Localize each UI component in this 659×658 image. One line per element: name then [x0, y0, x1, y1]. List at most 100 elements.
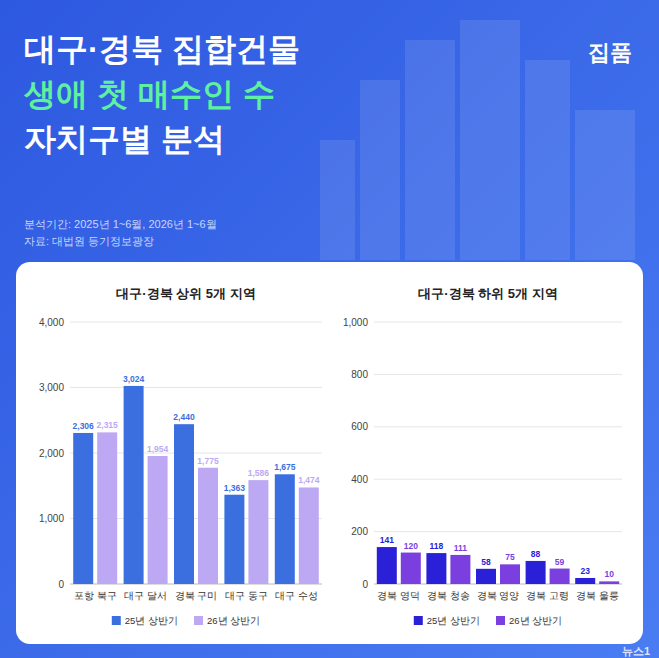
building — [320, 140, 355, 260]
bar — [275, 474, 295, 584]
data-label: 1,474 — [298, 475, 320, 485]
grid-line — [374, 322, 622, 323]
grid-line — [374, 426, 622, 427]
bar — [599, 581, 619, 584]
bar — [526, 561, 546, 584]
grid-line — [70, 387, 322, 388]
data-label: 2,315 — [97, 420, 119, 430]
category-label: 대구 달서 — [124, 590, 167, 601]
card — [16, 262, 643, 644]
tick-label: 1,000 — [343, 317, 368, 328]
legend: 25년 상반기 26년 상반기 — [112, 615, 260, 626]
chart-title: 대구·경북 하위 5개 지역 — [418, 286, 557, 301]
legend-swatch — [194, 616, 203, 625]
bar — [299, 487, 319, 584]
legend-label: 26년 상반기 — [207, 615, 260, 626]
category-label: 경북 영덕 — [377, 590, 420, 601]
tick-label: 1,000 — [39, 513, 64, 524]
data-label: 23 — [580, 566, 590, 576]
tick-label: 2,000 — [39, 448, 64, 459]
tick-label: 0 — [58, 579, 64, 590]
chart: 대구·경북 하위 5개 지역 0 200 400 600 800 1,000 141 118 58… — [343, 286, 622, 626]
data-label: 75 — [505, 552, 515, 562]
tick-label: 3,000 — [39, 382, 64, 393]
background — [0, 0, 659, 658]
data-label: 88 — [531, 549, 541, 559]
data-label: 120 — [404, 541, 418, 551]
data-label: 2,440 — [173, 412, 195, 422]
legend-swatch — [496, 616, 505, 625]
watermark: 뉴스1 — [622, 645, 650, 657]
tick-label: 0 — [362, 579, 368, 590]
tick-label: 600 — [351, 421, 368, 432]
tick-label: 400 — [351, 474, 368, 485]
data-label: 58 — [481, 557, 491, 567]
tick-label: 200 — [351, 526, 368, 537]
data-label: 141 — [380, 535, 394, 545]
title-line: 자치구별 분석 — [24, 121, 225, 157]
legend-label: 25년 상반기 — [427, 615, 480, 626]
legend-swatch — [414, 616, 423, 625]
grid-line — [374, 531, 622, 532]
bars — [377, 547, 619, 584]
bar — [450, 555, 470, 584]
data-label: 1,954 — [147, 444, 169, 454]
building — [360, 80, 400, 260]
legend: 25년 상반기26년 상반기 — [414, 615, 562, 626]
grid-line — [70, 322, 322, 323]
data-labels: 141 118 58 88 23 120 111 75 59 10 — [380, 535, 614, 579]
grid-line — [374, 374, 622, 375]
page: 대구·경북 집합건물생애 첫 매수인 수자치구별 분석집품분석기간: 2025년… — [0, 0, 659, 658]
category-label: 경북 고령 — [526, 590, 569, 601]
period: 분석기간: 2025년 1~6월, 2026년 1~6월 — [24, 218, 217, 230]
category-label: 대구 동구 — [225, 590, 268, 601]
building — [460, 20, 520, 260]
brand: 집품 — [588, 40, 632, 65]
bar — [73, 433, 93, 584]
bar — [550, 569, 570, 584]
data-label: 1,775 — [197, 456, 219, 466]
tick-label: 4,000 — [39, 317, 64, 328]
category-label: 포항 북구 — [74, 590, 117, 601]
bar — [148, 456, 168, 584]
category-label: 대구 수성 — [275, 590, 318, 601]
bar — [500, 564, 520, 584]
data-label: 1,363 — [224, 483, 246, 493]
bar — [575, 578, 595, 584]
bar — [248, 480, 268, 584]
building — [525, 60, 570, 260]
bars — [73, 386, 319, 584]
bar — [377, 547, 397, 584]
building — [575, 110, 635, 260]
data-label: 3,024 — [123, 374, 145, 384]
data-label: 118 — [430, 541, 444, 551]
category-label: 경북 울릉 — [576, 590, 619, 601]
data-label: 2,306 — [73, 421, 95, 431]
grid-line — [374, 479, 622, 480]
bar — [97, 432, 117, 584]
tick-label: 800 — [351, 369, 368, 380]
data-label: 111 — [454, 543, 468, 553]
legend-swatch — [112, 616, 121, 625]
bar — [174, 424, 194, 584]
title-line: 생애 첫 매수인 수 — [23, 76, 275, 112]
data-label: 1,675 — [274, 462, 296, 472]
data-label: 1,586 — [248, 468, 270, 478]
bar — [401, 553, 421, 584]
chart: 대구·경북 상위 5개 지역 0 1,000 2,000 3,000 4,000 2,306… — [39, 286, 322, 626]
source: 자료: 대법원 등기정보광장 — [24, 235, 154, 247]
category-label: 경북 영양 — [477, 590, 520, 601]
bar — [224, 495, 244, 584]
bar — [476, 569, 496, 584]
category-label: 경북 구미 — [175, 590, 218, 601]
bar — [124, 386, 144, 584]
bar — [198, 468, 218, 584]
data-label: 10 — [604, 569, 614, 579]
chart-title: 대구·경북 상위 5개 지역 — [116, 286, 255, 301]
bar — [426, 553, 446, 584]
category-label: 경북 청송 — [427, 590, 470, 601]
data-labels: 2,306 3,024 2,440 1,363 1,675 2,315 1,954 1,775… — [73, 374, 320, 493]
legend-label: 25년 상반기 — [125, 615, 178, 626]
building — [405, 40, 455, 260]
data-label: 59 — [555, 557, 565, 567]
